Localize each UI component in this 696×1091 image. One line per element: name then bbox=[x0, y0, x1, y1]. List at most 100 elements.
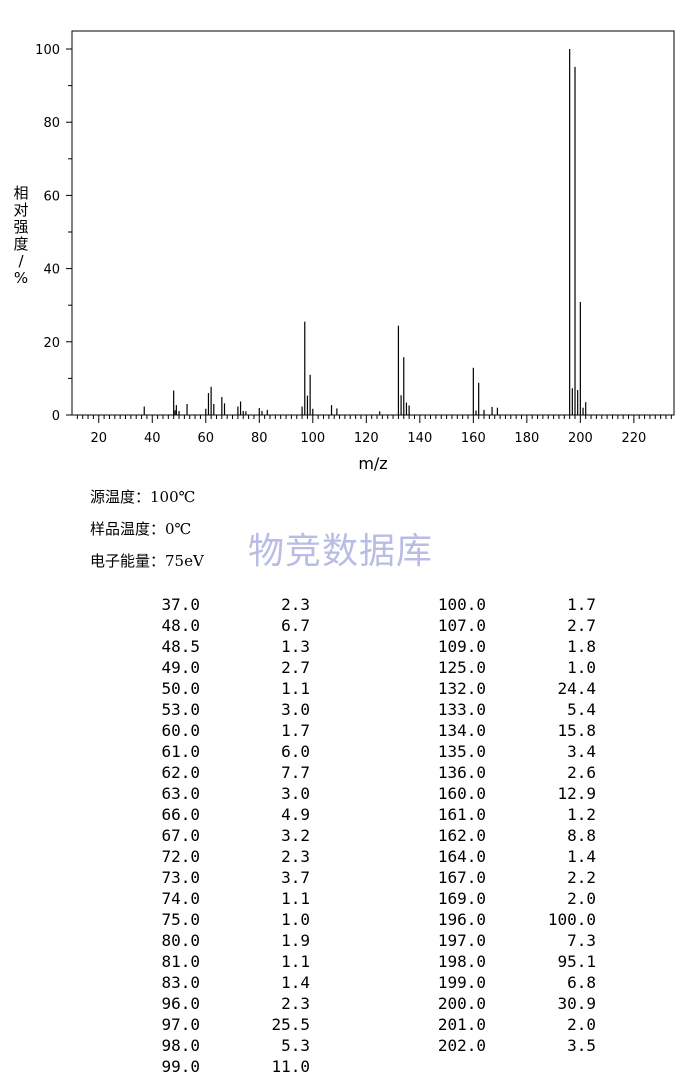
mz-value: 136.0 bbox=[437, 763, 486, 782]
intensity-value: 11.0 bbox=[271, 1057, 310, 1076]
mz-value: 134.0 bbox=[437, 721, 486, 740]
mz-value: 161.0 bbox=[437, 805, 486, 824]
y-tick-label: 0 bbox=[52, 409, 60, 424]
mz-value: 200.0 bbox=[437, 994, 486, 1013]
watermark: 物竞数据库 bbox=[248, 531, 434, 572]
y-axis-label-char: 对 bbox=[13, 201, 28, 219]
intensity-value: 3.0 bbox=[281, 784, 310, 803]
y-axis-label-char: % bbox=[14, 269, 28, 287]
intensity-value: 24.4 bbox=[557, 679, 596, 698]
mz-value: 133.0 bbox=[437, 700, 486, 719]
intensity-value: 1.4 bbox=[567, 847, 596, 866]
intensity-value: 2.2 bbox=[567, 868, 596, 887]
x-tick-label: 40 bbox=[144, 431, 161, 446]
intensity-value: 3.0 bbox=[281, 700, 310, 719]
mz-value: 97.0 bbox=[161, 1015, 200, 1034]
mz-value: 197.0 bbox=[437, 931, 486, 950]
mass-spectrum-chart: 0 20 40 60 80 100 20 40 60 80 100 120 140 160 180 200 2… bbox=[13, 30, 675, 473]
mz-value: 164.0 bbox=[437, 847, 486, 866]
intensity-value: 2.7 bbox=[567, 616, 596, 635]
mz-value: 67.0 bbox=[161, 826, 200, 845]
x-axis-ticks: 20 40 60 80 100 120 140 160 180 200 220 bbox=[76, 415, 672, 446]
y-tick-label: 100 bbox=[35, 43, 60, 58]
intensity-value: 3.5 bbox=[567, 1036, 596, 1055]
x-tick-label: 100 bbox=[300, 431, 325, 446]
intensity-value: 3.7 bbox=[281, 868, 310, 887]
peak-bars bbox=[143, 49, 587, 415]
x-tick-label: 60 bbox=[198, 431, 215, 446]
x-tick-label: 200 bbox=[568, 431, 593, 446]
mz-value: 49.0 bbox=[161, 658, 200, 677]
intensity-value: 25.5 bbox=[271, 1015, 310, 1034]
mz-value: 107.0 bbox=[437, 616, 486, 635]
intensity-value: 5.4 bbox=[567, 700, 596, 719]
mz-value: 48.5 bbox=[161, 637, 200, 656]
intensity-value: 1.7 bbox=[567, 595, 596, 614]
mz-value: 50.0 bbox=[161, 679, 200, 698]
intensity-value: 7.7 bbox=[281, 763, 310, 782]
mz-value: 167.0 bbox=[437, 868, 486, 887]
intensity-value: 100.0 bbox=[547, 910, 596, 929]
mz-value: 74.0 bbox=[161, 889, 200, 908]
intensity-value: 7.3 bbox=[567, 931, 596, 950]
intensity-value: 4.9 bbox=[281, 805, 310, 824]
mz-value: 160.0 bbox=[437, 784, 486, 803]
mz-value: 201.0 bbox=[437, 1015, 486, 1034]
intensity-value: 6.0 bbox=[281, 742, 310, 761]
mz-value: 53.0 bbox=[161, 700, 200, 719]
mz-value: 62.0 bbox=[161, 763, 200, 782]
intensity-value: 8.8 bbox=[567, 826, 596, 845]
intensity-value: 2.3 bbox=[281, 994, 310, 1013]
y-axis-label-char: 度 bbox=[13, 235, 28, 253]
y-axis-label-char: 强 bbox=[13, 218, 28, 236]
intensity-value: 1.2 bbox=[567, 805, 596, 824]
intensity-value: 2.0 bbox=[567, 1015, 596, 1034]
y-axis-label-char: / bbox=[18, 252, 24, 270]
mz-value: 198.0 bbox=[437, 952, 486, 971]
x-tick-label: 160 bbox=[461, 431, 486, 446]
mz-value: 196.0 bbox=[437, 910, 486, 929]
y-axis-ticks: 0 20 40 60 80 100 bbox=[35, 43, 72, 424]
intensity-value: 1.9 bbox=[281, 931, 310, 950]
mz-value: 37.0 bbox=[161, 595, 200, 614]
intensity-value: 2.7 bbox=[281, 658, 310, 677]
intensity-value: 1.8 bbox=[567, 637, 596, 656]
intensity-value: 1.1 bbox=[281, 679, 310, 698]
intensity-value: 1.4 bbox=[281, 973, 310, 992]
x-tick-label: 140 bbox=[407, 431, 432, 446]
mz-value: 48.0 bbox=[161, 616, 200, 635]
x-tick-label: 80 bbox=[251, 431, 268, 446]
mz-value: 199.0 bbox=[437, 973, 486, 992]
x-tick-label: 20 bbox=[90, 431, 107, 446]
mz-value: 61.0 bbox=[161, 742, 200, 761]
x-tick-label: 120 bbox=[354, 431, 379, 446]
mz-value: 125.0 bbox=[437, 658, 486, 677]
source-temperature: 源温度：100℃ bbox=[90, 488, 196, 506]
intensity-value: 6.8 bbox=[567, 973, 596, 992]
mz-value: 66.0 bbox=[161, 805, 200, 824]
y-tick-label: 20 bbox=[43, 336, 60, 351]
intensity-value: 2.6 bbox=[567, 763, 596, 782]
x-tick-label: 180 bbox=[514, 431, 539, 446]
mz-value: 73.0 bbox=[161, 868, 200, 887]
mz-value: 169.0 bbox=[437, 889, 486, 908]
mz-value: 75.0 bbox=[161, 910, 200, 929]
mz-value: 162.0 bbox=[437, 826, 486, 845]
x-tick-label: 220 bbox=[621, 431, 646, 446]
mz-value: 132.0 bbox=[437, 679, 486, 698]
mz-value: 96.0 bbox=[161, 994, 200, 1013]
intensity-value: 2.3 bbox=[281, 595, 310, 614]
electron-energy: 电子能量：75eV bbox=[90, 552, 204, 570]
y-tick-label: 40 bbox=[43, 263, 60, 278]
intensity-value: 5.3 bbox=[281, 1036, 310, 1055]
intensity-value: 3.4 bbox=[567, 742, 596, 761]
mz-value: 72.0 bbox=[161, 847, 200, 866]
intensity-value: 1.0 bbox=[281, 910, 310, 929]
intensity-value: 2.0 bbox=[567, 889, 596, 908]
mz-value: 99.0 bbox=[161, 1057, 200, 1076]
sample-temperature: 样品温度：0℃ bbox=[90, 520, 192, 538]
mz-value: 100.0 bbox=[437, 595, 486, 614]
mz-value: 109.0 bbox=[437, 637, 486, 656]
intensity-value: 12.9 bbox=[557, 784, 596, 803]
mz-value: 80.0 bbox=[161, 931, 200, 950]
